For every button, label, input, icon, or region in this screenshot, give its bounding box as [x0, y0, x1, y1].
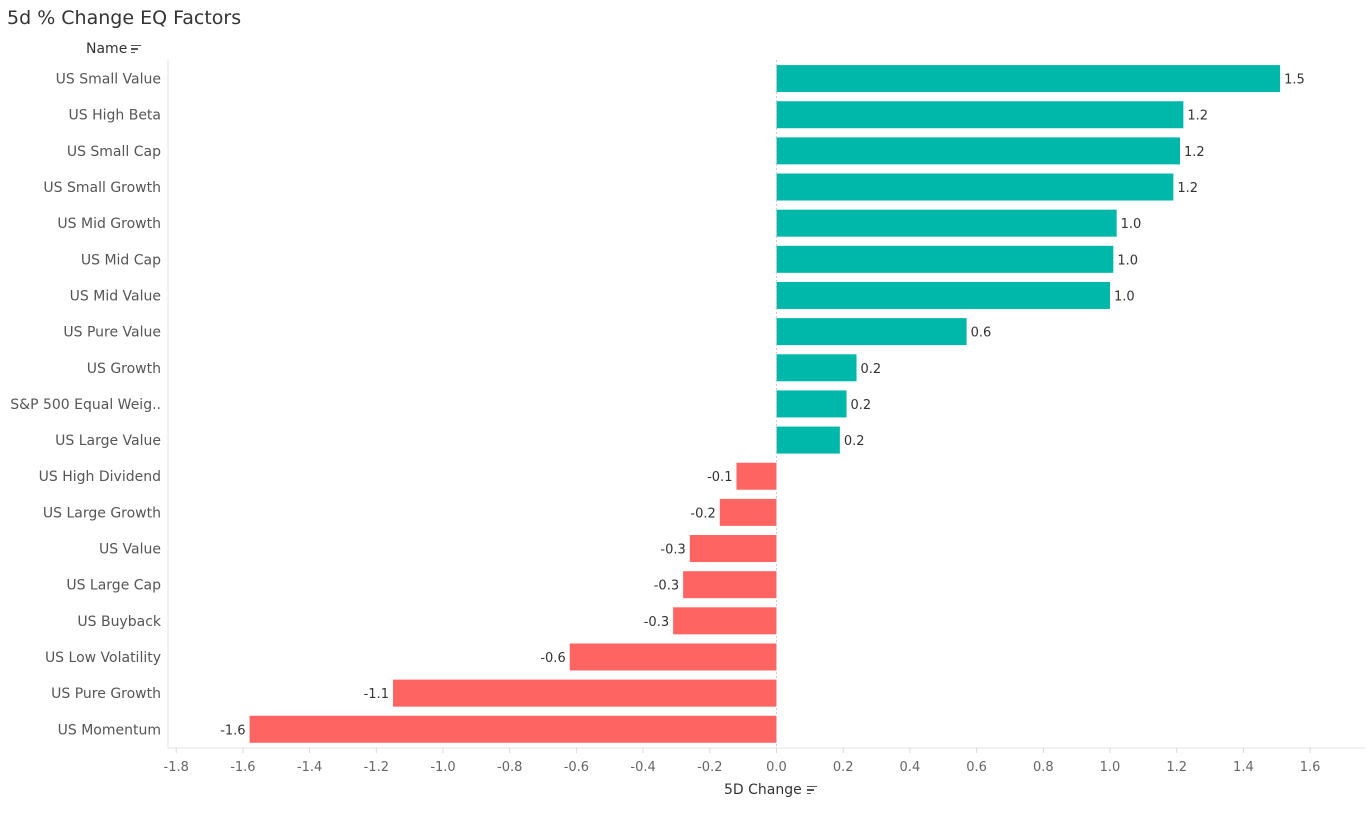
value-label: 0.2 — [851, 398, 872, 413]
x-tick-label: -0.8 — [497, 760, 522, 775]
bar[interactable] — [776, 281, 1111, 309]
bar[interactable] — [776, 426, 840, 454]
value-label: -0.1 — [707, 470, 732, 485]
sort-icon[interactable] — [131, 44, 142, 54]
value-label: 0.2 — [844, 434, 865, 449]
category-label: US Small Cap — [67, 144, 161, 160]
category-label: US Growth — [87, 361, 161, 377]
value-label: 1.5 — [1284, 73, 1305, 88]
category-label: US Mid Growth — [57, 216, 161, 232]
x-tick-label: -1.8 — [164, 760, 189, 775]
name-column-header[interactable]: Name — [86, 41, 142, 57]
value-label: 1.2 — [1184, 145, 1205, 160]
bar[interactable] — [569, 643, 777, 671]
value-label: 1.2 — [1187, 109, 1208, 124]
value-label: -1.6 — [220, 723, 245, 738]
bar[interactable] — [776, 354, 857, 382]
category-label: US High Dividend — [39, 469, 161, 485]
bar[interactable] — [736, 462, 777, 490]
category-label: US Mid Value — [70, 288, 161, 304]
x-tick-label: -1.4 — [297, 760, 322, 775]
category-label: US Mid Cap — [81, 252, 161, 268]
category-label: US Buyback — [77, 614, 162, 630]
x-tick-label: 0.0 — [766, 760, 787, 775]
bar[interactable] — [776, 173, 1174, 201]
category-labels: US Small Value US High Beta US Small Cap US… — [10, 72, 162, 739]
category-label: US Low Volatility — [45, 650, 161, 666]
category-label: US Pure Growth — [51, 686, 161, 702]
x-tick-label: 0.2 — [833, 760, 854, 775]
value-label: -0.3 — [654, 579, 679, 594]
x-axis-title[interactable]: 5D Change — [724, 782, 817, 798]
bar[interactable] — [683, 571, 777, 599]
value-label: -0.3 — [644, 615, 669, 630]
bar[interactable] — [776, 101, 1184, 129]
bar[interactable] — [719, 498, 777, 526]
x-tick-label: -1.2 — [364, 760, 389, 775]
category-label: US Value — [99, 542, 161, 558]
bar[interactable] — [776, 209, 1117, 237]
x-tick-label: 0.6 — [966, 760, 987, 775]
x-tick-label: 1.0 — [1100, 760, 1121, 775]
x-tick-label: -0.4 — [630, 760, 655, 775]
value-label: -0.3 — [660, 543, 685, 558]
category-label: S&P 500 Equal Weig.. — [10, 397, 161, 413]
value-label: 0.2 — [861, 362, 882, 377]
bar[interactable] — [776, 245, 1114, 273]
name-header-label: Name — [86, 41, 128, 57]
category-label: US Momentum — [58, 722, 161, 738]
sort-icon[interactable] — [806, 785, 817, 795]
value-labels: 1.5 1.2 1.2 1.2 1.0 1.0 1.0 0.6 0.2 0.2 0.2 -0.1 -0.… — [220, 73, 1305, 739]
x-tick-label: -1.6 — [230, 760, 255, 775]
value-label: 1.0 — [1121, 217, 1142, 232]
value-label: -0.2 — [690, 506, 715, 521]
category-label: US Large Value — [55, 433, 161, 449]
value-label: -1.1 — [364, 687, 389, 702]
value-label: 1.0 — [1117, 253, 1138, 268]
bar[interactable] — [776, 318, 967, 346]
category-label: US Small Value — [56, 72, 161, 88]
bar[interactable] — [392, 679, 777, 707]
x-tick-label: 0.4 — [900, 760, 921, 775]
category-label: US Large Cap — [66, 578, 161, 594]
category-label: US Large Growth — [43, 505, 161, 521]
x-tick-label: 1.2 — [1166, 760, 1187, 775]
category-label: US Pure Value — [63, 325, 161, 341]
bar[interactable] — [776, 65, 1281, 93]
value-label: 1.2 — [1177, 181, 1198, 196]
category-label: US Small Growth — [43, 180, 161, 196]
x-tick-label: -1.0 — [430, 760, 455, 775]
bar[interactable] — [673, 607, 777, 635]
bar[interactable] — [776, 137, 1181, 165]
value-label: 0.6 — [971, 326, 992, 341]
value-label: 1.0 — [1114, 289, 1135, 304]
bar[interactable] — [689, 535, 777, 563]
x-tick-label: -0.2 — [697, 760, 722, 775]
category-label: US High Beta — [69, 108, 162, 124]
bar[interactable] — [776, 390, 847, 418]
x-axis-title-label: 5D Change — [724, 782, 802, 798]
bars — [249, 65, 1281, 743]
x-tick-label: 1.6 — [1300, 760, 1321, 775]
value-label: -0.6 — [540, 651, 565, 666]
chart-title: 5d % Change EQ Factors — [7, 7, 242, 29]
x-tick-label: -0.6 — [564, 760, 589, 775]
bar[interactable] — [249, 715, 777, 743]
x-axis: -1.8 -1.6 -1.4 -1.2 -1.0 -0.8 -0.6 -0.4 -0.2 0.0 0… — [164, 60, 1365, 775]
x-tick-label: 1.4 — [1233, 760, 1254, 775]
x-tick-label: 0.8 — [1033, 760, 1054, 775]
